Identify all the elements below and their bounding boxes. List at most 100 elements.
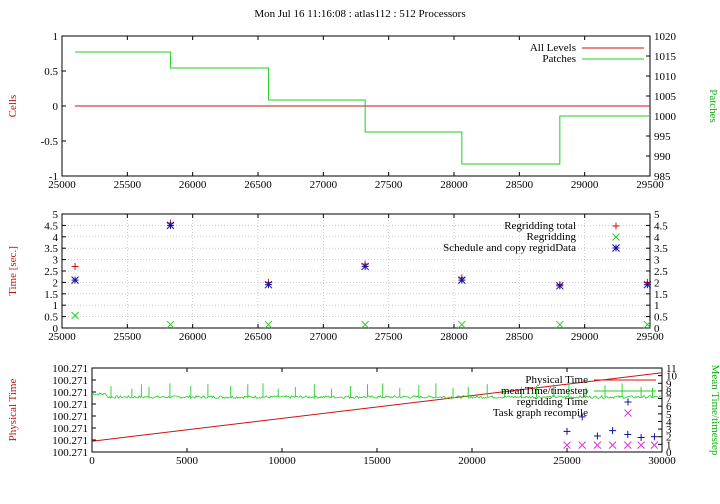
- series-regridding-time-point: [650, 433, 658, 441]
- legend-swatch: [624, 398, 632, 406]
- y-tick-label: 100.271: [52, 363, 88, 375]
- y2-tick-label: 7: [666, 394, 672, 406]
- legend-swatch: [612, 233, 620, 241]
- x-tick-label: 27000: [310, 331, 338, 343]
- series-regridding-point-d2: [555, 320, 564, 329]
- panel-1-y2label: Patches: [707, 89, 719, 123]
- x-tick-label: 27000: [310, 179, 338, 191]
- series-schedule-and-copy-regriddata-point-d2: [71, 276, 79, 284]
- y2-tick-label: 1: [654, 300, 660, 312]
- y-tick-label: 100.271: [52, 447, 88, 459]
- legend-swatch: [612, 244, 620, 252]
- panel-1-ylabel: Cells: [7, 95, 19, 118]
- y-tick-label: 3: [53, 255, 59, 267]
- x-tick-label: 26000: [179, 179, 207, 191]
- x-tick-label: 28000: [440, 331, 468, 343]
- series-task-graph-recompile-point: [637, 441, 645, 449]
- series-regridding-time-point: [609, 427, 617, 435]
- series-task-graph-recompile-point-d2: [593, 441, 602, 449]
- series-task-graph-recompile-point-d2: [608, 441, 617, 449]
- series-schedule-and-copy-regriddata-point: [71, 276, 79, 284]
- series-task-graph-recompile-point-d2: [650, 441, 659, 449]
- series-schedule-and-copy-regriddata-point-d2: [643, 280, 652, 289]
- x-tick-label: 25500: [114, 331, 142, 343]
- y2-tick-label: 0: [666, 447, 672, 459]
- series-physical-time-line: [91, 372, 663, 442]
- legend-swatch-d2: [612, 233, 620, 241]
- panel-regrid-time: 25000 25500 26000 26500 27000 27500 28000 28500…: [7, 209, 668, 343]
- legend-swatch: [624, 409, 632, 417]
- y2-tick-label: 3.5: [654, 243, 668, 255]
- x-tick-label: 0: [89, 455, 95, 467]
- x-tick-label: 25000: [48, 331, 76, 343]
- y2-tick-label: 3: [666, 424, 672, 436]
- x-tick-label: 30000: [648, 455, 676, 467]
- y-tick-label: 5: [53, 209, 59, 221]
- y-tick-label: 0.5: [44, 312, 58, 324]
- y2-tick-label: 10: [666, 371, 678, 383]
- y-tick-label: 2.5: [44, 266, 58, 278]
- y-tick-label: 0.5: [44, 66, 58, 78]
- y2-tick-label: 995: [654, 131, 671, 143]
- series-regridding-point: [264, 320, 273, 329]
- x-tick-label: 26500: [244, 331, 272, 343]
- y2-tick-label: 0: [654, 323, 660, 335]
- series-task-graph-recompile-point: [563, 441, 571, 449]
- series-regridding-point: [457, 320, 466, 329]
- x-tick-label: 29500: [636, 179, 664, 191]
- y-tick-label: -0.5: [41, 136, 59, 148]
- series-task-graph-recompile-point-d2: [637, 441, 645, 449]
- panel-cells-patches: 25000 25500 26000 26500 27000 27500 28000 28500…: [7, 31, 719, 191]
- series-meantime-timestep-line: [91, 392, 663, 400]
- legend-label: meanTime/timestep: [501, 385, 588, 397]
- series-schedule-and-copy-regriddata-point: [166, 221, 175, 230]
- y2-tick-label: 1005: [654, 91, 677, 103]
- series-schedule-and-copy-regriddata-point-d2: [166, 221, 175, 230]
- series-regridding-point: [555, 320, 564, 329]
- series-patches-line: [75, 51, 650, 165]
- x-tick-label: 15000: [363, 455, 391, 467]
- y2-tick-label: 9: [666, 378, 672, 390]
- y2-tick-label: 3: [654, 255, 660, 267]
- y2-tick-label: 4: [654, 232, 660, 244]
- x-tick-label: 25500: [114, 179, 142, 191]
- series-schedule-and-copy-regriddata-point-d2: [264, 280, 273, 289]
- y2-tick-label: 8: [666, 386, 672, 398]
- series-task-graph-recompile-point: [593, 441, 602, 449]
- series-schedule-and-copy-regriddata-point-d2: [457, 276, 466, 284]
- series-regridding-total-point: [71, 262, 79, 270]
- series-task-graph-recompile-point: [650, 441, 659, 449]
- y2-tick-label: 1020: [654, 31, 677, 43]
- y-tick-label: 100.271: [52, 387, 88, 399]
- x-tick-label: 29500: [636, 331, 664, 343]
- legend-label: Patches: [542, 53, 576, 65]
- series-schedule-and-copy-regriddata-point: [643, 280, 652, 289]
- series-schedule-and-copy-regriddata-point: [361, 262, 370, 271]
- y2-tick-label: 0.5: [654, 312, 668, 324]
- series-regridding-point-d2: [71, 311, 79, 320]
- y2-tick-label: 6: [666, 401, 672, 413]
- series-regridding-point-d2: [643, 320, 652, 329]
- y2-tick-label: 4.5: [654, 220, 668, 232]
- y-tick-label: 100.271: [52, 375, 88, 387]
- y2-tick-label: 1.5: [654, 289, 668, 301]
- x-tick-label: 28500: [506, 331, 534, 343]
- y-tick-label: 100.271: [52, 435, 88, 447]
- panel-physical-time: 0 5000 10000 15000 20000 25000 30000100.271100…: [7, 363, 720, 467]
- series-schedule-and-copy-regriddata-point: [264, 280, 273, 289]
- series-regridding-point-d2: [361, 320, 370, 329]
- series-regridding-point: [361, 320, 370, 329]
- y-tick-label: 4: [53, 232, 59, 244]
- series-task-graph-recompile-point-d2: [578, 441, 587, 449]
- y2-tick-label: 4: [666, 416, 672, 428]
- x-tick-label: 27500: [375, 179, 403, 191]
- series-regridding-point-d2: [264, 320, 273, 329]
- y2-tick-label: 1000: [654, 111, 677, 123]
- x-tick-label: 28500: [506, 179, 534, 191]
- y-tick-label: 4.5: [44, 220, 58, 232]
- y2-tick-label: 2: [666, 432, 672, 444]
- x-tick-label: 20000: [458, 455, 486, 467]
- y2-tick-label: 5: [654, 209, 660, 221]
